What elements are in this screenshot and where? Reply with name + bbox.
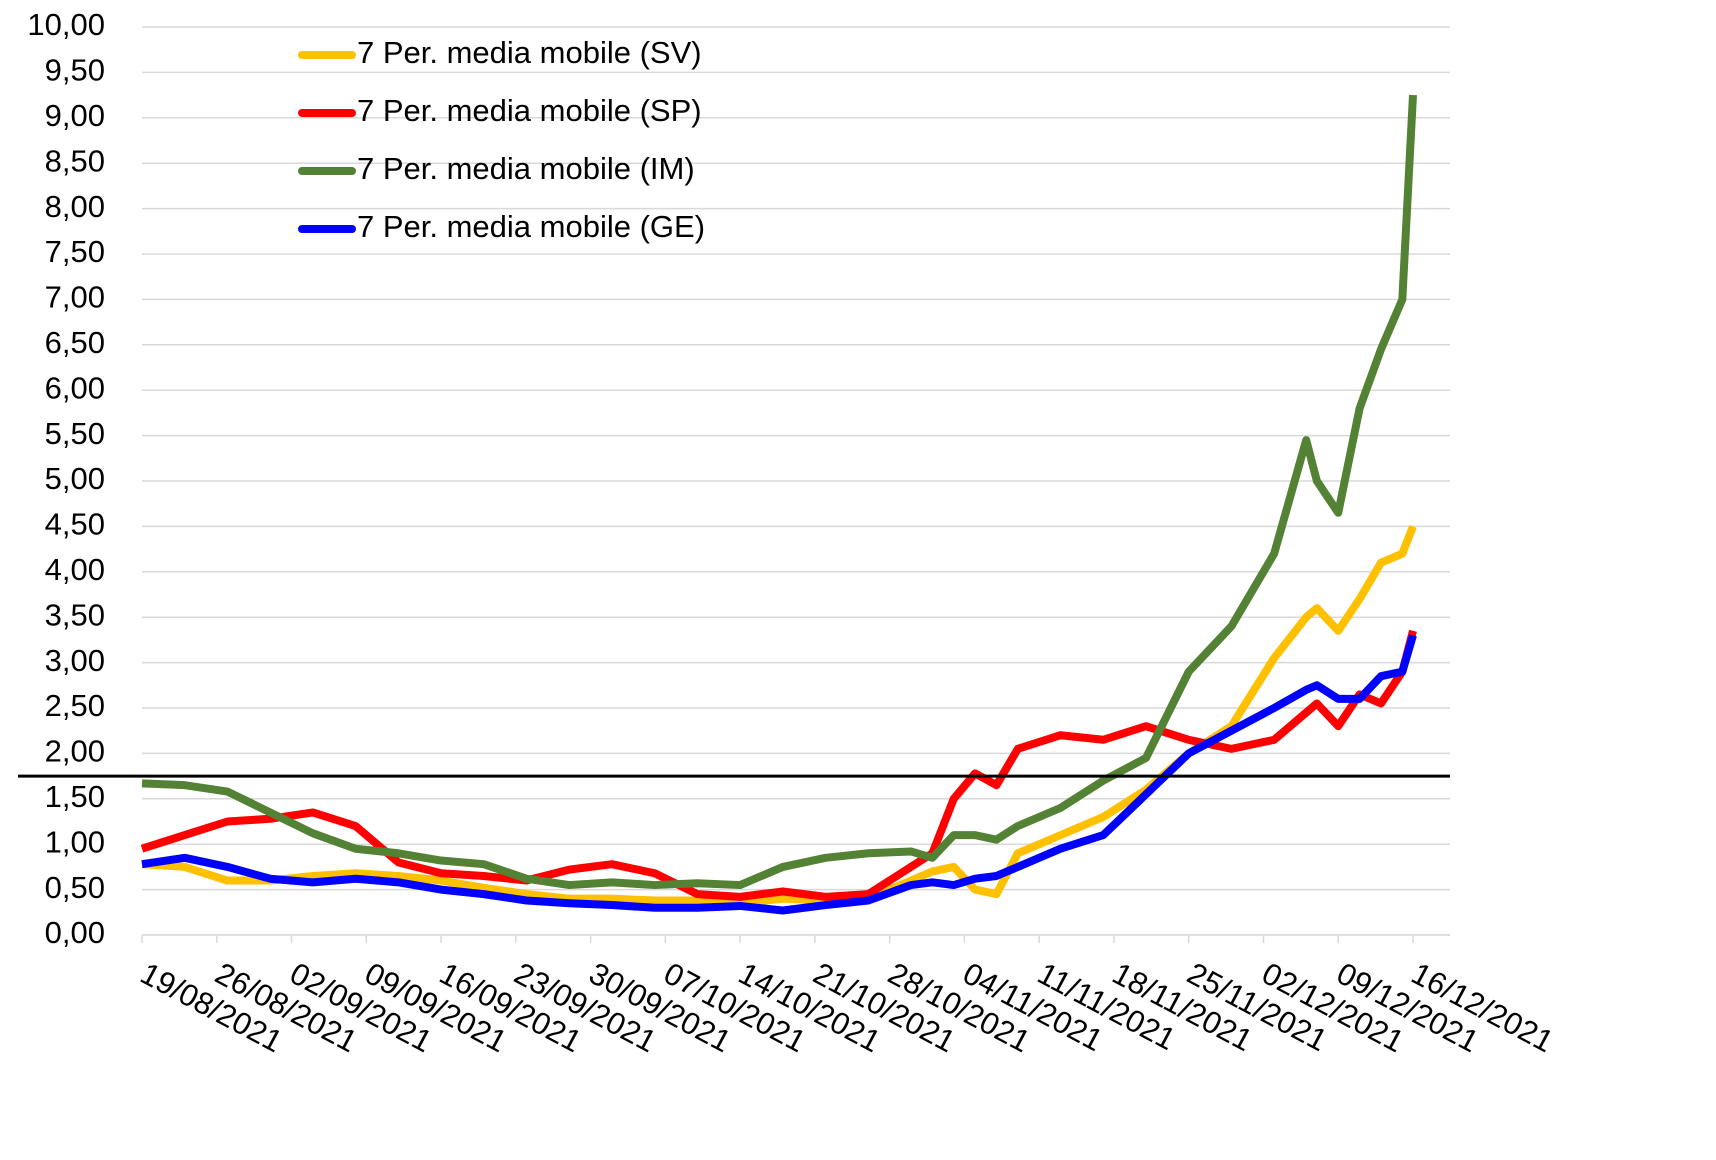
y-tick-label: 6,50: [45, 325, 105, 360]
y-tick-label: 3,00: [45, 643, 105, 678]
y-tick-label: 8,50: [45, 143, 105, 178]
y-tick-label: 0,50: [45, 870, 105, 905]
y-tick-label: 1,00: [45, 824, 105, 859]
legend-label: 7 Per. media mobile (IM): [357, 151, 695, 186]
y-tick-label: 4,50: [45, 507, 105, 542]
y-tick-label: 7,00: [45, 280, 105, 315]
series-line: [141, 94, 1417, 890]
y-tick-label: 2,50: [45, 688, 105, 723]
legend-label: 7 Per. media mobile (GE): [357, 209, 705, 244]
y-tick-label: 8,00: [45, 189, 105, 224]
legend-label: 7 Per. media mobile (SV): [357, 35, 702, 70]
y-tick-label: 3,50: [45, 597, 105, 632]
y-tick-label: 9,00: [45, 98, 105, 133]
series-line: [141, 524, 1417, 908]
series-line: [140, 629, 1417, 901]
y-tick-label: 5,50: [45, 416, 105, 451]
y-tick-label: 9,50: [45, 53, 105, 88]
y-tick-label: 6,00: [45, 370, 105, 405]
y-tick-label: 0,00: [45, 915, 105, 950]
y-tick-label: 1,50: [45, 779, 105, 814]
legend-label: 7 Per. media mobile (SP): [357, 93, 702, 128]
y-tick-label: 7,50: [45, 234, 105, 269]
series-line: [141, 634, 1417, 915]
y-tick-label: 5,00: [45, 461, 105, 496]
y-tick-label: 10,00: [27, 7, 105, 42]
y-tick-label: 2,00: [45, 734, 105, 769]
y-tick-label: 4,00: [45, 552, 105, 587]
